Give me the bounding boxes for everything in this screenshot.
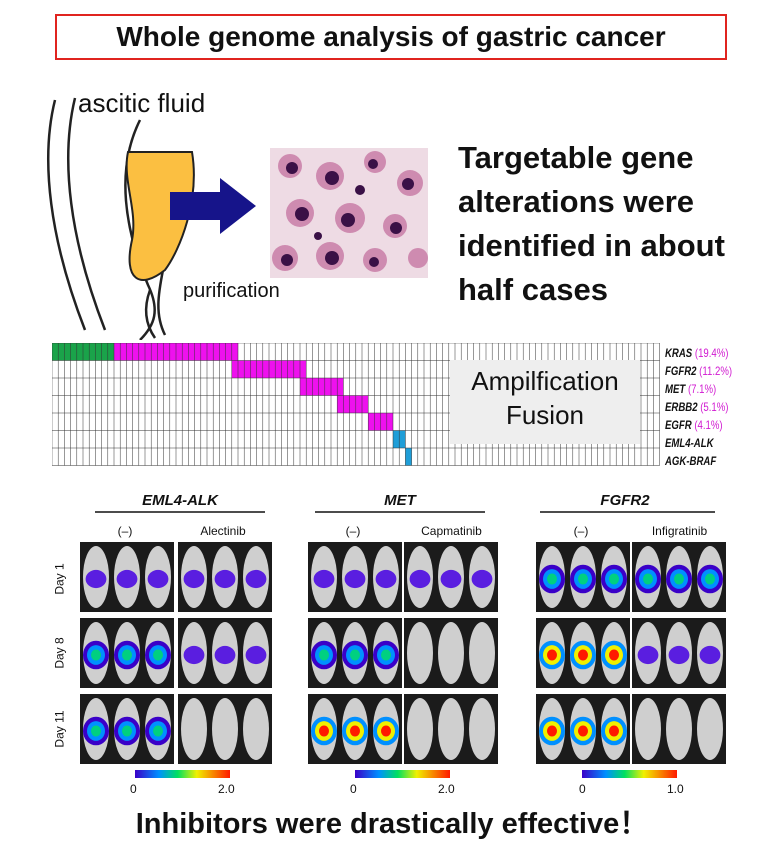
mouse-image-tile [404,618,498,688]
mouse-image-tile [632,542,726,612]
panel-header-eml4-alk: EML4-ALK [142,492,218,509]
bioluminescence-imaging-grid [80,542,726,764]
group-drug-3: Infigratinib [651,524,708,538]
abdomen-schematic [47,97,195,340]
gene-label-fgfr2: FGFR2 (11.2%) [665,364,733,378]
scale-max-1: 2.0 [218,782,235,796]
gene-label-met: MET (7.1%) [665,382,717,396]
scale-min-1: 0 [130,782,137,796]
panel-header-rules [95,511,715,513]
matrix-cell-fill [337,395,369,413]
scale-max-3: 1.0 [667,782,684,796]
page-title: Whole genome analysis of gastric cancer [55,14,727,60]
color-scale-bars [135,770,677,778]
matrix-cell-fill [405,448,412,466]
group-drug-2: Capmatinib [421,524,482,538]
ascitic-fluid-label: ascitic fluid [78,88,206,118]
mouse-image-tile [404,694,498,764]
panel-header-met: MET [384,492,416,509]
color-scale-1 [135,770,230,778]
mouse-image-tile [308,542,402,612]
scale-max-2: 2.0 [438,782,455,796]
scale-min-3: 0 [579,782,586,796]
scale-min-2: 0 [350,782,357,796]
mouse-image-tile [80,694,174,764]
headline-text: Targetable gene alterations were identif… [458,140,725,307]
gene-label-kras: KRAS (19.4%) [665,346,729,360]
gene-label-eml4-alk: EML4-ALK [665,436,714,450]
conclusion-text: Inhibitors were drastically effective！ [135,808,649,840]
mouse-image-tile [632,694,726,764]
mouse-image-tile [536,618,630,688]
legend-fusion: Fusion [505,400,585,430]
mouse-image-tile [404,542,498,612]
legend-amplification: Ampilfication [471,366,619,396]
mouse-image-tile [308,694,402,764]
arrow-icon [170,178,256,234]
mouse-image-tile [80,618,174,688]
cytology-image [270,148,428,278]
mouse-image-tile [178,694,272,764]
gene-label-agk-braf: AGK-BRAF [665,454,717,468]
color-scale-2 [355,770,450,778]
mouse-image-tile [178,618,272,688]
mouse-image-tile [308,618,402,688]
group-control-3: (–) [573,524,589,538]
panel-header-fgfr2: FGFR2 [600,492,650,509]
purification-label: purification [183,280,280,302]
mouse-image-tile [536,542,630,612]
matrix-cell-fill [300,378,344,396]
mouse-image-tile [178,542,272,612]
group-control-2: (–) [345,524,361,538]
mouse-image-tile [536,694,630,764]
group-drug-1: Alectinib [200,524,246,538]
matrix-legend: Ampilfication Fusion [450,360,640,444]
color-scale-3 [582,770,677,778]
mouse-image-tile [632,618,726,688]
mouse-image-tile [80,542,174,612]
group-control-1: (–) [117,524,133,538]
gene-label-egfr: EGFR (4.1%) [665,418,723,432]
gene-label-erbb2: ERBB2 (5.1%) [665,400,729,414]
